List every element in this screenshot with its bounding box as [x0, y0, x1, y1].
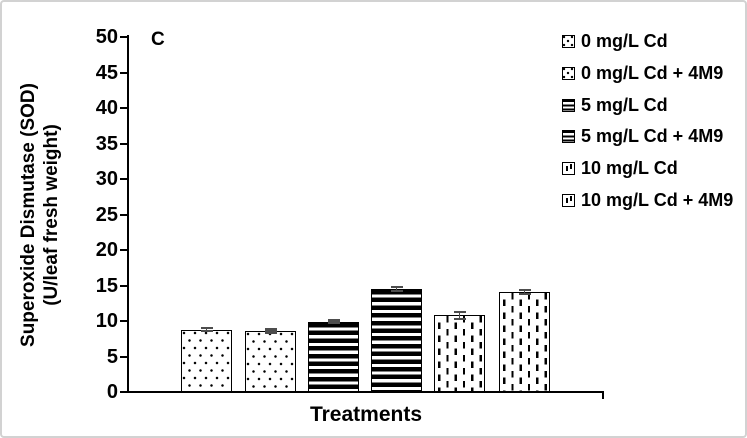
x-axis-end-tick: [602, 391, 604, 399]
y-axis-title-line2: (U/leaf fresh weight): [41, 124, 62, 306]
error-bar-whisker: [395, 286, 398, 292]
legend-swatch-icon: [562, 162, 575, 176]
legend-swatch-icon: [562, 193, 575, 207]
error-bar-cap: [200, 329, 213, 333]
legend-label: 10 mg/L Cd: [581, 158, 678, 179]
legend-label: 5 mg/L Cd: [581, 94, 668, 115]
bar-3: [371, 289, 422, 392]
bar-5: [499, 291, 550, 392]
y-tick: [120, 355, 127, 358]
legend-swatch-icon: [562, 67, 575, 81]
y-tick: [120, 320, 127, 322]
legend-item-0: 0 mg/L Cd: [562, 26, 733, 58]
legend-swatch-icon: [562, 130, 575, 144]
error-bar-whisker: [205, 328, 208, 331]
error-bar-whisker: [458, 311, 461, 319]
y-tick-label: 45: [95, 61, 118, 84]
legend: 0 mg/L Cd 0 mg/L Cd + 4M9 5 mg/L Cd 5 mg/L …: [562, 26, 733, 216]
y-axis-title-line1: Superoxide Dismutase (SOD): [18, 83, 39, 347]
legend-label: 0 mg/L Cd + 4M9: [581, 63, 724, 84]
error-bar-cap: [327, 319, 340, 322]
y-tick: [120, 249, 127, 251]
legend-swatch-icon: [562, 98, 575, 112]
legend-label: 10 mg/L Cd + 4M9: [581, 189, 734, 210]
y-tick: [120, 107, 127, 109]
y-tick-label: 50: [95, 26, 118, 48]
y-tick-label: 5: [106, 345, 118, 368]
legend-item-3: 5 mg/L Cd + 4M9: [562, 121, 733, 153]
y-tick: [120, 213, 127, 216]
x-axis-title: Treatments: [309, 403, 423, 426]
legend-label: 5 mg/L Cd + 4M9: [581, 126, 724, 147]
error-bar-whisker: [523, 289, 526, 294]
error-bar-whisker: [332, 320, 335, 324]
y-tick: [120, 284, 127, 287]
error-bar-cap: [453, 310, 466, 314]
bar-1: [245, 330, 296, 392]
error-bar-cap: [453, 317, 466, 321]
error-bar-cap: [390, 285, 403, 289]
error-bar-cap: [200, 326, 213, 330]
legend-item-1: 0 mg/L Cd + 4M9: [562, 58, 733, 90]
error-bar-cap: [264, 328, 277, 331]
y-tick-label: 25: [95, 203, 118, 226]
x-axis-line: [127, 391, 604, 393]
legend-swatch-icon: [562, 35, 575, 49]
y-tick-label: 15: [95, 274, 118, 297]
error-bar-cap: [518, 288, 531, 291]
y-tick: [120, 178, 127, 180]
y-tick: [120, 36, 127, 38]
error-bar-cap: [327, 321, 340, 325]
y-tick-label: 20: [95, 239, 118, 261]
y-tick-label: 35: [95, 132, 118, 155]
bar-4: [434, 315, 485, 392]
legend-item-5: 10 mg/L Cd + 4M9: [562, 184, 733, 216]
y-tick-label: 40: [95, 97, 118, 119]
y-tick: [120, 142, 127, 145]
panel-label: C: [151, 29, 165, 50]
y-axis-title: Superoxide Dismutase (SOD) (U/leaf fresh…: [17, 15, 67, 415]
y-tick: [120, 391, 127, 393]
y-tick: [120, 71, 127, 74]
bar-2: [308, 321, 359, 392]
bar-0: [181, 329, 232, 392]
y-tick-label: 30: [95, 168, 118, 190]
legend-item-2: 5 mg/L Cd: [562, 89, 733, 121]
y-tick-label: 10: [95, 310, 118, 332]
error-bar-cap: [390, 289, 403, 293]
legend-item-4: 10 mg/L Cd: [562, 153, 733, 185]
legend-label: 0 mg/L Cd: [581, 31, 668, 52]
y-axis-line: [127, 35, 129, 393]
error-bar-cap: [264, 331, 277, 334]
error-bar-cap: [518, 292, 531, 296]
y-tick-label: 0: [106, 381, 118, 403]
error-bar-whisker: [269, 329, 272, 333]
